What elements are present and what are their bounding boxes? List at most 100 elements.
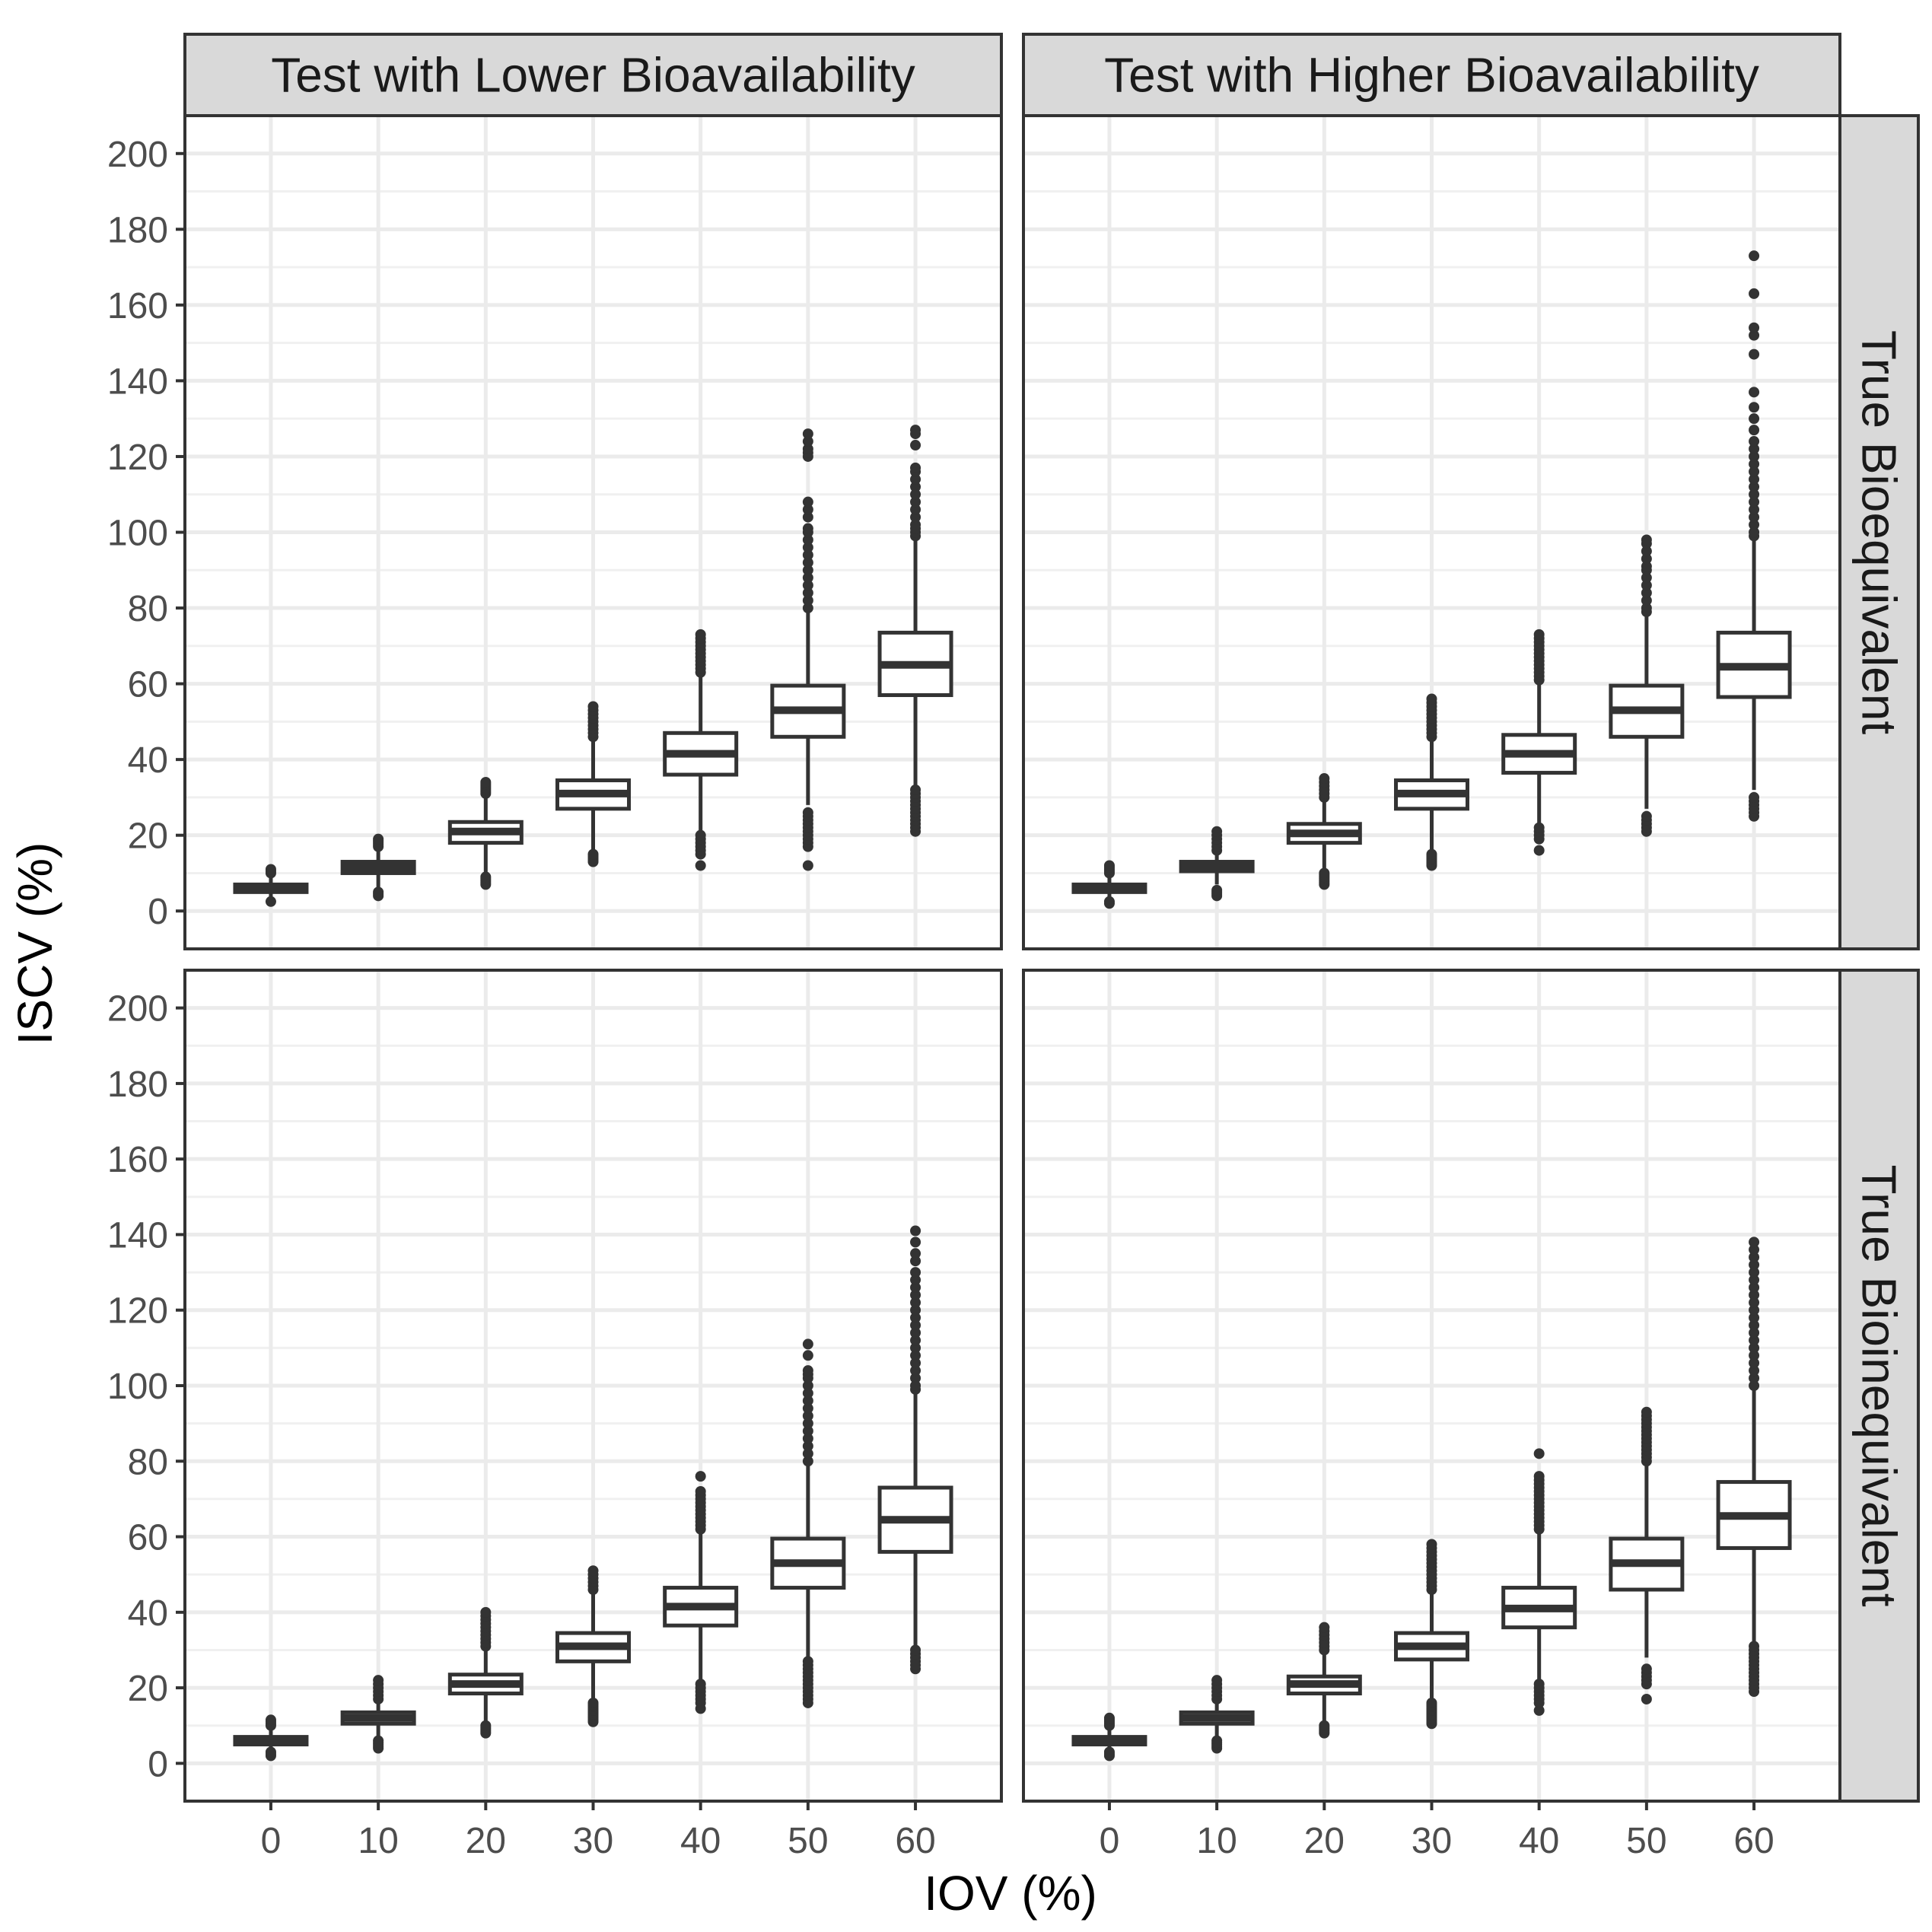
outlier-point — [695, 860, 706, 871]
boxplot-iov-0 — [1071, 1712, 1147, 1762]
outlier-point — [1749, 436, 1760, 447]
outlier-point — [1749, 1304, 1760, 1316]
outlier-point — [1749, 1244, 1760, 1256]
outlier-point — [1103, 860, 1115, 871]
y-tick-label: 80 — [128, 589, 168, 629]
column-strip-box — [183, 33, 1003, 117]
outlier-point — [910, 1380, 921, 1391]
y-tick-label: 160 — [107, 1140, 168, 1180]
outlier-point — [802, 1433, 813, 1444]
boxplot-iov-10 — [340, 833, 416, 902]
outlier-point — [1749, 527, 1760, 538]
boxplot-iov-40 — [1501, 1448, 1577, 1716]
outlier-point — [1426, 848, 1437, 860]
outlier-point — [910, 511, 921, 523]
outlier-point — [802, 1448, 813, 1459]
outlier-point — [1641, 1693, 1652, 1704]
boxplot-iov-0 — [1071, 860, 1147, 909]
outlier-point — [910, 1319, 921, 1331]
row-strip-box — [1838, 969, 1920, 1803]
outlier-point — [802, 557, 813, 568]
outlier-point — [910, 1275, 921, 1286]
outlier-point — [1641, 587, 1652, 599]
outlier-point — [1641, 603, 1652, 614]
x-tick-label: 40 — [680, 1821, 721, 1861]
outlier-point — [1749, 402, 1760, 413]
outlier-point — [1749, 329, 1760, 341]
outlier-point — [910, 1365, 921, 1377]
outlier-point — [910, 462, 921, 473]
row-strip-box — [1838, 114, 1920, 950]
outlier-point — [802, 1410, 813, 1421]
x-axis-title: IOV (%) — [924, 1866, 1097, 1921]
outlier-point — [480, 871, 492, 883]
outlier-point — [802, 1365, 813, 1377]
outlier-point — [910, 1256, 921, 1267]
x-tick-label: 60 — [895, 1821, 935, 1861]
x-tick-label: 40 — [1519, 1821, 1559, 1861]
outlier-point — [265, 1714, 276, 1726]
outlier-point — [1533, 1679, 1545, 1690]
boxplot-iov-30 — [555, 701, 631, 867]
outlier-point — [1103, 896, 1115, 907]
outlier-point — [910, 481, 921, 492]
outlier-point — [1749, 481, 1760, 492]
outlier-point — [802, 587, 813, 599]
outlier-point — [802, 595, 813, 606]
y-tick-label: 180 — [107, 1065, 168, 1105]
x-tick-label: 20 — [466, 1821, 506, 1861]
outlier-point — [1533, 845, 1545, 856]
outlier-point — [695, 1485, 706, 1497]
outlier-point — [802, 1440, 813, 1452]
outlier-point — [373, 886, 384, 898]
outlier-point — [1749, 387, 1760, 398]
panels-layer — [185, 116, 1840, 1801]
outlier-point — [1211, 884, 1223, 896]
outlier-point — [910, 1644, 921, 1656]
outlier-point — [695, 1471, 706, 1482]
outlier-point — [1533, 1704, 1545, 1716]
outlier-point — [802, 511, 813, 523]
outlier-point — [910, 504, 921, 515]
outlier-point — [802, 542, 813, 553]
outlier-point — [695, 629, 706, 640]
outlier-point — [1426, 693, 1437, 705]
x-tick-label: 30 — [1412, 1821, 1452, 1861]
y-tick-label: 60 — [128, 665, 168, 705]
outlier-point — [1749, 1380, 1760, 1391]
outlier-point — [910, 440, 921, 451]
x-tick-label: 50 — [788, 1821, 828, 1861]
outlier-point — [1641, 572, 1652, 584]
boxplot-iov-10 — [340, 1675, 416, 1754]
boxplot-iov-60 — [877, 425, 953, 837]
outlier-point — [802, 1395, 813, 1406]
outlier-point — [1319, 1720, 1330, 1731]
outlier-point — [1641, 595, 1652, 606]
outlier-point — [802, 580, 813, 591]
outlier-point — [802, 565, 813, 576]
row-strip-label: True Bioequivalent — [1852, 330, 1907, 735]
outlier-point — [587, 848, 599, 860]
outlier-point — [1749, 1237, 1760, 1248]
y-tick-label: 100 — [107, 1367, 168, 1407]
outlier-point — [802, 534, 813, 546]
outlier-point — [1749, 322, 1760, 333]
y-tick-label: 100 — [107, 514, 168, 554]
boxplot-iov-30 — [1394, 1539, 1469, 1730]
outlier-point — [1749, 511, 1760, 523]
outlier-point — [1641, 810, 1652, 822]
outlier-point — [1749, 1281, 1760, 1293]
outlier-point — [802, 549, 813, 561]
outlier-point — [1641, 534, 1652, 546]
outlier-point — [802, 1387, 813, 1399]
outlier-point — [480, 1720, 492, 1731]
outlier-point — [1641, 561, 1652, 572]
boxplot-iov-40 — [663, 1471, 739, 1714]
outlier-point — [910, 1373, 921, 1384]
outlier-point — [1533, 629, 1545, 640]
outlier-point — [910, 1350, 921, 1361]
column-strip-label: Test with Lower Bioavailability — [271, 48, 915, 103]
panel-boxes-r1-c0 — [233, 1225, 953, 1762]
panel-boxes-r1-c1 — [1071, 1237, 1792, 1762]
y-tick-label: 60 — [128, 1518, 168, 1558]
